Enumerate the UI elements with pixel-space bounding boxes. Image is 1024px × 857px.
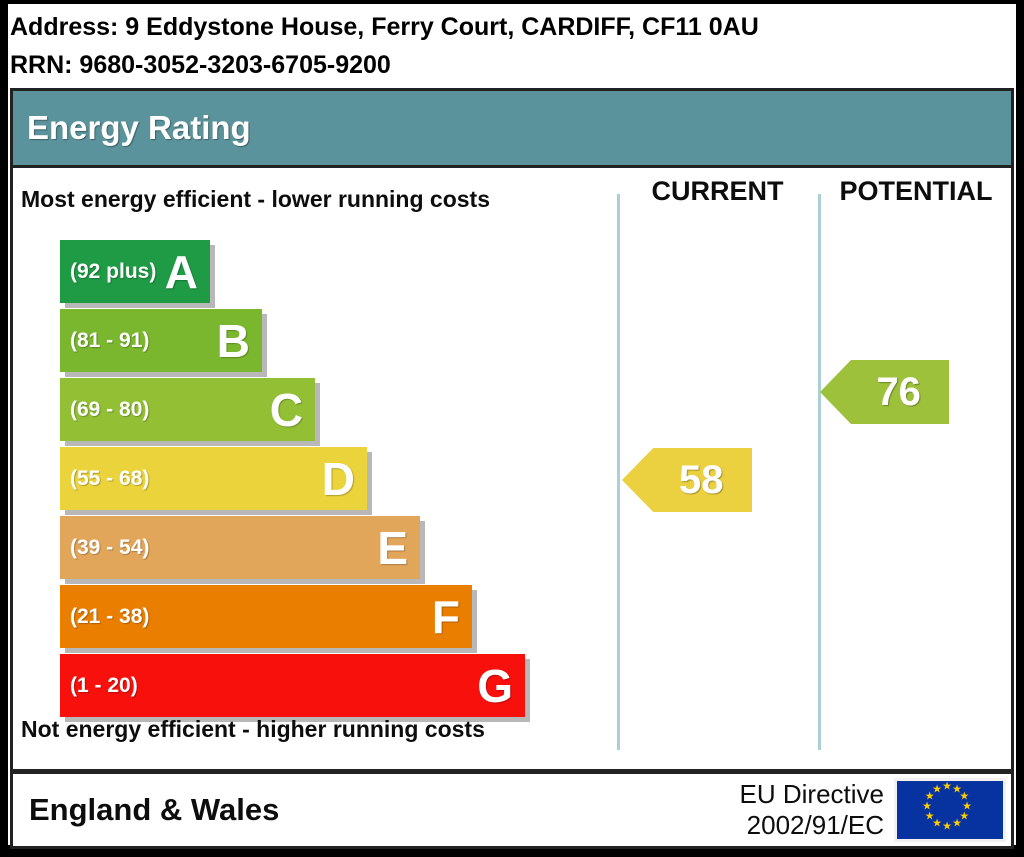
eu-directive-label: EU Directive 2002/91/EC bbox=[740, 779, 894, 841]
panel-title: Energy Rating bbox=[27, 109, 251, 146]
eu-directive-line1: EU Directive bbox=[739, 779, 884, 809]
eu-flag-star-icon: ★ bbox=[952, 817, 962, 830]
eu-flag-star-icon: ★ bbox=[959, 790, 970, 803]
band-g-range: (1 - 20) bbox=[70, 673, 138, 697]
band-f: (21 - 38) F bbox=[60, 585, 472, 648]
band-b: (81 - 91) B bbox=[60, 309, 262, 372]
current-rating-value: 58 bbox=[679, 457, 724, 502]
band-e-letter: E bbox=[377, 521, 408, 574]
address-block: Address: 9 Eddystone House, Ferry Court,… bbox=[10, 8, 1014, 84]
eu-flag-star-icon: ★ bbox=[952, 783, 962, 796]
band-e: (39 - 54) E bbox=[60, 516, 420, 579]
eu-directive-line2: 2002/91/EC bbox=[746, 810, 884, 840]
region-label: England & Wales bbox=[29, 792, 280, 827]
eu-flag-star-icon: ★ bbox=[922, 800, 932, 813]
band-c-letter: C bbox=[269, 383, 303, 436]
eu-flag-star-icon: ★ bbox=[959, 810, 970, 823]
current-column-header: CURRENT bbox=[651, 176, 784, 206]
current-rating-arrow: 58 bbox=[622, 448, 752, 512]
band-d: (55 - 68) D bbox=[60, 447, 367, 510]
eu-flag-star-icon: ★ bbox=[942, 780, 952, 793]
band-e-range: (39 - 54) bbox=[70, 535, 150, 559]
certificate-page: Address: 9 Eddystone House, Ferry Court,… bbox=[8, 4, 1016, 849]
eu-flag-star-icon: ★ bbox=[962, 800, 972, 813]
band-d-range: (55 - 68) bbox=[70, 466, 150, 490]
energy-rating-panel: Energy Rating Most energy efficient - lo… bbox=[10, 88, 1014, 772]
eu-flag-star-icon: ★ bbox=[924, 790, 935, 803]
band-f-range: (21 - 38) bbox=[70, 604, 150, 628]
band-f-letter: F bbox=[431, 590, 460, 643]
band-b-range: (81 - 91) bbox=[70, 328, 150, 352]
band-b-letter: B bbox=[216, 314, 250, 367]
band-c: (69 - 80) C bbox=[60, 378, 315, 441]
band-c-range: (69 - 80) bbox=[70, 397, 150, 421]
band-a: (92 plus) A bbox=[60, 240, 210, 303]
band-a-range: (92 plus) bbox=[70, 259, 157, 283]
band-a-letter: A bbox=[164, 245, 198, 298]
energy-rating-chart: Most energy efficient - lower running co… bbox=[13, 168, 1011, 769]
rrn-line: RRN: 9680-3052-3203-6705-9200 bbox=[10, 51, 391, 79]
column-divider-current bbox=[617, 194, 620, 750]
potential-rating-value: 76 bbox=[876, 369, 921, 414]
potential-rating-arrow: 76 bbox=[820, 360, 949, 424]
column-divider-potential bbox=[818, 194, 821, 750]
band-g-letter: G bbox=[477, 659, 513, 712]
bottom-note: Not energy efficient - higher running co… bbox=[21, 716, 485, 742]
panel-header: Energy Rating bbox=[13, 91, 1011, 168]
eu-flag-star-icon: ★ bbox=[932, 783, 942, 796]
band-d-letter: D bbox=[321, 452, 355, 505]
band-g: (1 - 20) G bbox=[60, 654, 525, 717]
eu-flag-icon: ★ ★ ★ ★ ★ ★ ★ ★ ★ ★ ★ ★ bbox=[894, 778, 1006, 842]
footer: England & Wales EU Directive 2002/91/EC … bbox=[10, 772, 1014, 849]
top-note: Most energy efficient - lower running co… bbox=[21, 186, 491, 212]
potential-column-header: POTENTIAL bbox=[839, 176, 993, 206]
address-line: Address: 9 Eddystone House, Ferry Court,… bbox=[10, 13, 759, 41]
eu-flag-star-icon: ★ bbox=[924, 810, 935, 823]
eu-flag-star-icon: ★ bbox=[942, 820, 952, 833]
eu-flag-star-icon: ★ bbox=[932, 817, 942, 830]
